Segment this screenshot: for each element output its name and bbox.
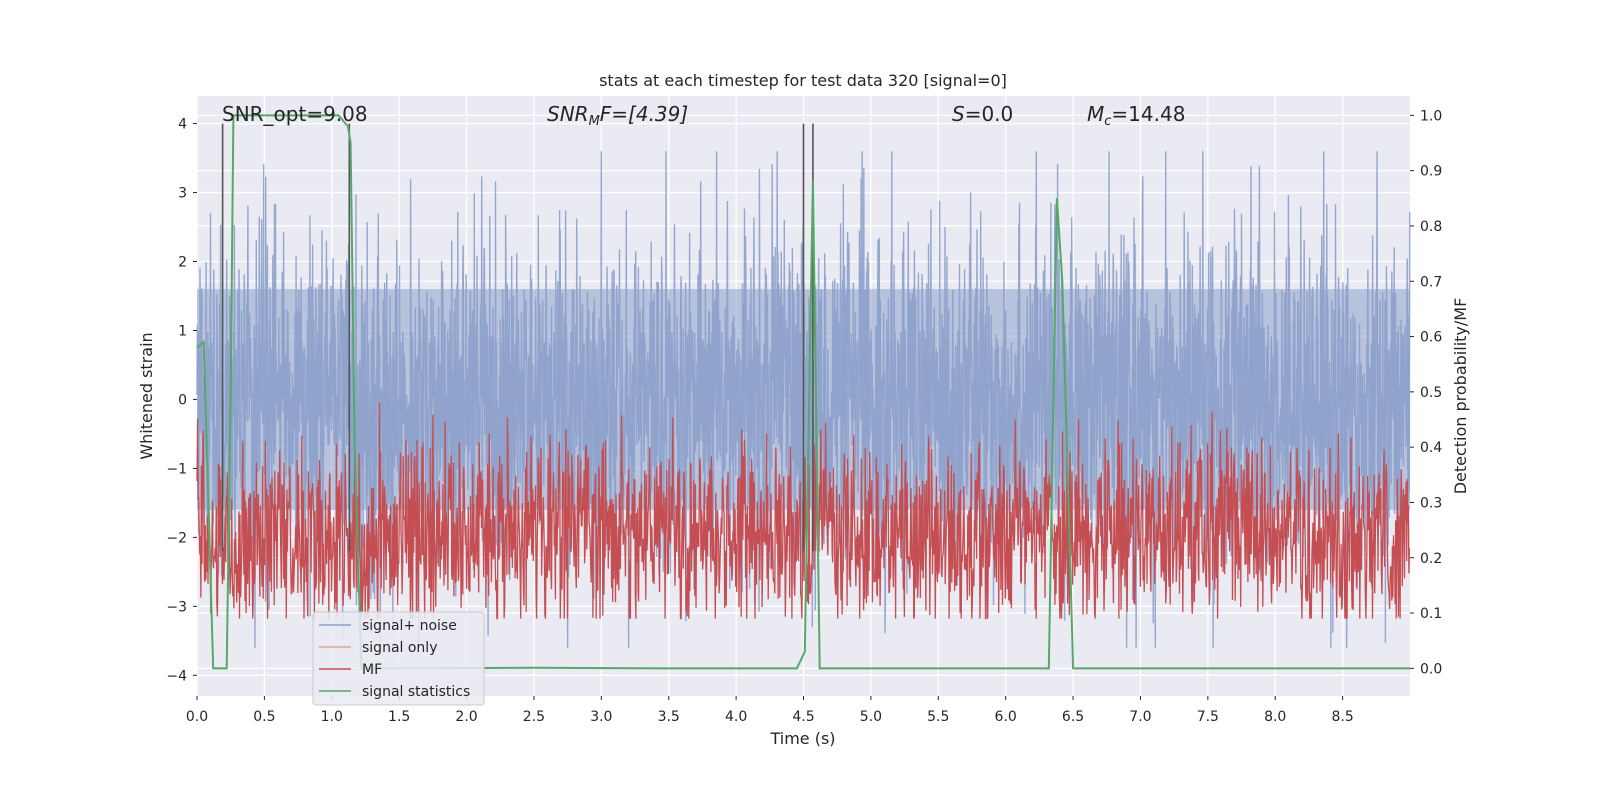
annotation-snr-mf-base: SNR [547,102,589,126]
x-tick-label: 7.0 [1129,709,1151,725]
x-tick-label: 4.5 [792,709,814,725]
y-axis-ticks-left: −4 −3 −2 −1 0 1 2 3 4 [166,117,197,684]
legend-box [312,611,485,706]
x-tick-label: 8.5 [1331,709,1353,725]
x-tick-label: 8.0 [1264,709,1286,725]
x-tick-label: 2.5 [523,709,545,725]
y2-tick-label: 0.5 [1420,385,1442,401]
legend-label-signal-statistics: signal statistics [362,684,470,700]
annotation-snr-mf: SNRMF=[4.39] [547,102,688,129]
y-tick-label: −2 [166,530,187,546]
y-tick-label: 1 [178,323,187,339]
y2-tick-label: 0.7 [1420,274,1442,290]
y-tick-label: 2 [178,255,187,271]
y2-tick-label: 0.0 [1420,661,1442,677]
x-tick-label: 1.0 [321,709,343,725]
y2-tick-label: 1.0 [1420,108,1442,124]
y2-tick-label: 0.2 [1420,551,1442,567]
annotation-s-base: S [952,102,965,126]
x-tick-label: 1.5 [388,709,410,725]
x-tick-label: 0.5 [253,709,275,725]
x-tick-label: 2.0 [455,709,477,725]
x-axis-ticks: 0.0 0.5 1.0 1.5 2.0 2.5 3.0 3.5 4.0 4.5 5.0 5.5 6.0 6… [186,696,1354,725]
legend-label-signal-noise: signal+ noise [362,618,457,634]
y-axis-label-right: Detection probability/MF [1451,298,1470,495]
annotation-mc-sub: c [1104,114,1111,129]
y-axis-label: Whitened strain [137,332,156,459]
y-tick-label: 4 [178,117,187,133]
y2-tick-label: 0.3 [1420,495,1442,511]
x-tick-label: 3.0 [590,709,612,725]
y2-tick-label: 0.9 [1420,164,1442,180]
annotation-snr-opt: SNR_opt=9.08 [222,102,368,126]
x-tick-label: 5.5 [927,709,949,725]
annotation-mc-base: M [1087,102,1104,126]
annotation-snr-mf-sub: M [589,114,600,129]
chart-title: stats at each timestep for test data 320… [599,71,1007,90]
y-tick-label: −3 [166,599,187,615]
annotation-mc: Mc=14.48 [1087,102,1185,129]
y2-tick-label: 0.1 [1420,606,1442,622]
y2-tick-label: 0.8 [1420,219,1442,235]
x-tick-label: 3.5 [658,709,680,725]
y2-tick-label: 0.6 [1420,330,1442,346]
y-axis-ticks-right: 0.0 0.1 0.2 0.3 0.4 0.5 0.6 0.7 0.8 0.9 1.0 [1410,108,1442,677]
x-tick-label: 5.0 [860,709,882,725]
annotation-mc-rest: =14.48 [1111,102,1185,126]
y2-tick-label: 0.4 [1420,440,1442,456]
x-axis-label: Time (s) [769,729,835,748]
annotation-s: S=0.0 [952,102,1013,126]
legend-label-signal-only: signal only [362,640,437,656]
y-tick-label: −1 [166,461,187,477]
y-tick-label: −4 [166,668,187,684]
annotation-s-rest: =0.0 [965,102,1014,126]
annotation-snr-mf-rest: F=[4.39] [600,102,688,126]
x-tick-label: 6.0 [995,709,1017,725]
y-tick-label: 3 [178,186,187,202]
x-tick-label: 6.5 [1062,709,1084,725]
x-tick-label: 4.0 [725,709,747,725]
y-tick-label: 0 [178,392,187,408]
legend-label-mf: MF [362,662,382,678]
x-tick-label: 0.0 [186,709,208,725]
legend: signal+ noise signal only MF signal stat… [312,611,485,706]
x-tick-label: 7.5 [1197,709,1219,725]
